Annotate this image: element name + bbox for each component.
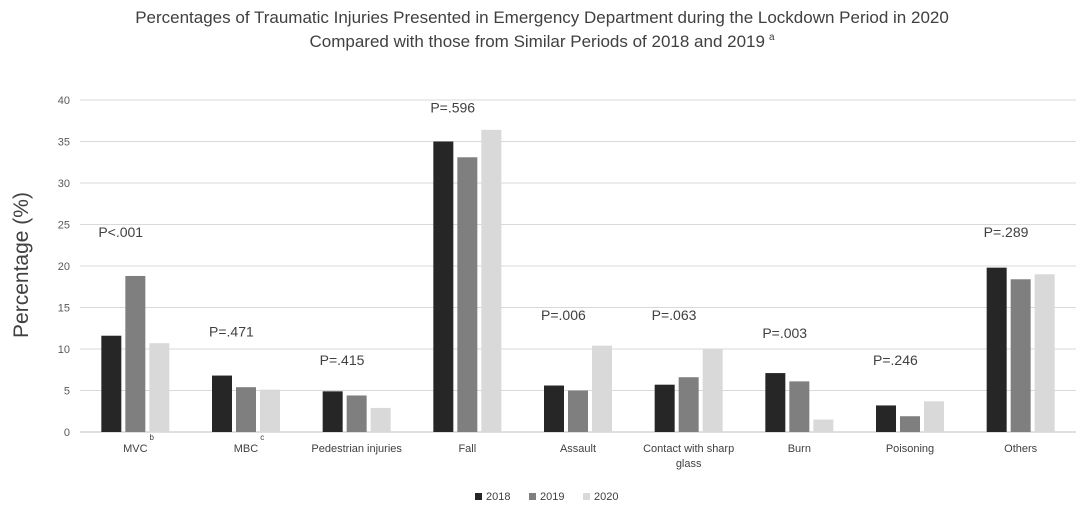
bar-2018 (322, 391, 343, 432)
bar-2020 (481, 129, 502, 432)
bar-2019 (1010, 279, 1031, 432)
bar-2019 (900, 416, 920, 432)
x-tick-label: glass (676, 458, 702, 470)
chart-title-line-2: Compared with those from Similar Periods… (309, 32, 774, 51)
p-value-label: P<.001 (98, 224, 143, 240)
bar-2019 (568, 390, 588, 432)
y-tick-label: 10 (58, 344, 70, 356)
x-tick-label: Contact with sharp (643, 443, 734, 455)
bar-2018 (101, 335, 122, 432)
p-value-label: P=.006 (541, 307, 586, 323)
chart-title: Percentages of Traumatic Injuries Presen… (135, 8, 949, 51)
legend: 2018 2019 2020 (475, 491, 618, 503)
bar-2020 (1034, 274, 1055, 432)
bar-2018 (986, 267, 1007, 432)
grid: 0 5 10 15 20 25 30 35 40 (58, 95, 1076, 439)
legend-entry-2018: 2018 (486, 491, 510, 503)
p-value-label: P=.415 (320, 352, 365, 368)
bar-2018 (433, 141, 454, 432)
legend-swatch-2018 (475, 493, 482, 500)
p-value-label: P=.596 (430, 99, 475, 115)
bar-2020 (592, 345, 612, 432)
bar-2018 (765, 373, 786, 432)
y-tick-label: 35 (58, 137, 70, 149)
bar-2019 (457, 157, 478, 432)
p-value-label: P=.471 (209, 324, 254, 340)
chart-title-superscript: a (769, 32, 775, 43)
p-value-label: P=.246 (873, 352, 918, 368)
x-tick-label: MVC (123, 443, 148, 455)
x-tick-superscript: b (150, 433, 155, 442)
y-tick-label: 15 (58, 303, 70, 315)
x-tick-label: Pedestrian injuries (311, 443, 402, 455)
bar-2018 (876, 405, 896, 432)
x-tick-label: Burn (788, 443, 811, 455)
bar-2018 (544, 385, 564, 432)
y-tick-label: 40 (58, 95, 70, 107)
legend-swatch-2019 (529, 493, 536, 500)
x-tick-label: Fall (458, 443, 476, 455)
bar-2020 (813, 419, 834, 432)
y-tick-label: 5 (64, 386, 70, 398)
p-value-label: P=.063 (652, 307, 697, 323)
chart-title-line-1: Percentages of Traumatic Injuries Presen… (135, 8, 949, 27)
x-tick-label: Assault (560, 443, 596, 455)
p-value-label: P=.003 (762, 325, 807, 341)
y-tick-label: 30 (58, 178, 70, 190)
y-tick-label: 0 (64, 427, 70, 439)
y-axis-label: Percentage (%) (10, 192, 33, 338)
legend-entry-2020: 2020 (594, 491, 618, 503)
x-tick-label: Others (1004, 443, 1038, 455)
bar-2019 (346, 395, 367, 432)
y-tick-label: 20 (58, 261, 70, 273)
p-value-label: P=.289 (984, 224, 1029, 240)
legend-entry-2019: 2019 (540, 491, 564, 503)
bars (101, 129, 1055, 432)
bar-2019 (789, 381, 810, 432)
bar-2018 (654, 384, 675, 432)
bar-2018 (212, 375, 232, 432)
chart-title-line-2-text: Compared with those from Similar Periods… (309, 32, 764, 51)
bar-2020 (149, 343, 170, 432)
y-tick-label: 25 (58, 220, 70, 232)
x-tick-label: Poisoning (886, 443, 934, 455)
legend-swatch-2020 (583, 493, 590, 500)
bar-2020 (702, 349, 723, 432)
bar-2019 (125, 275, 146, 432)
annotations: P<.001 P=.471 P=.415 P=.596 P=.006 P=.063 P=.0… (98, 99, 1028, 367)
bar-2019 (236, 387, 256, 432)
bar-2020 (370, 407, 391, 432)
bar-2020 (260, 389, 280, 432)
x-tick-superscript: c (260, 433, 264, 442)
x-tick-label: MBC (234, 443, 259, 455)
bar-2020 (924, 401, 944, 432)
bar-2019 (678, 377, 699, 432)
